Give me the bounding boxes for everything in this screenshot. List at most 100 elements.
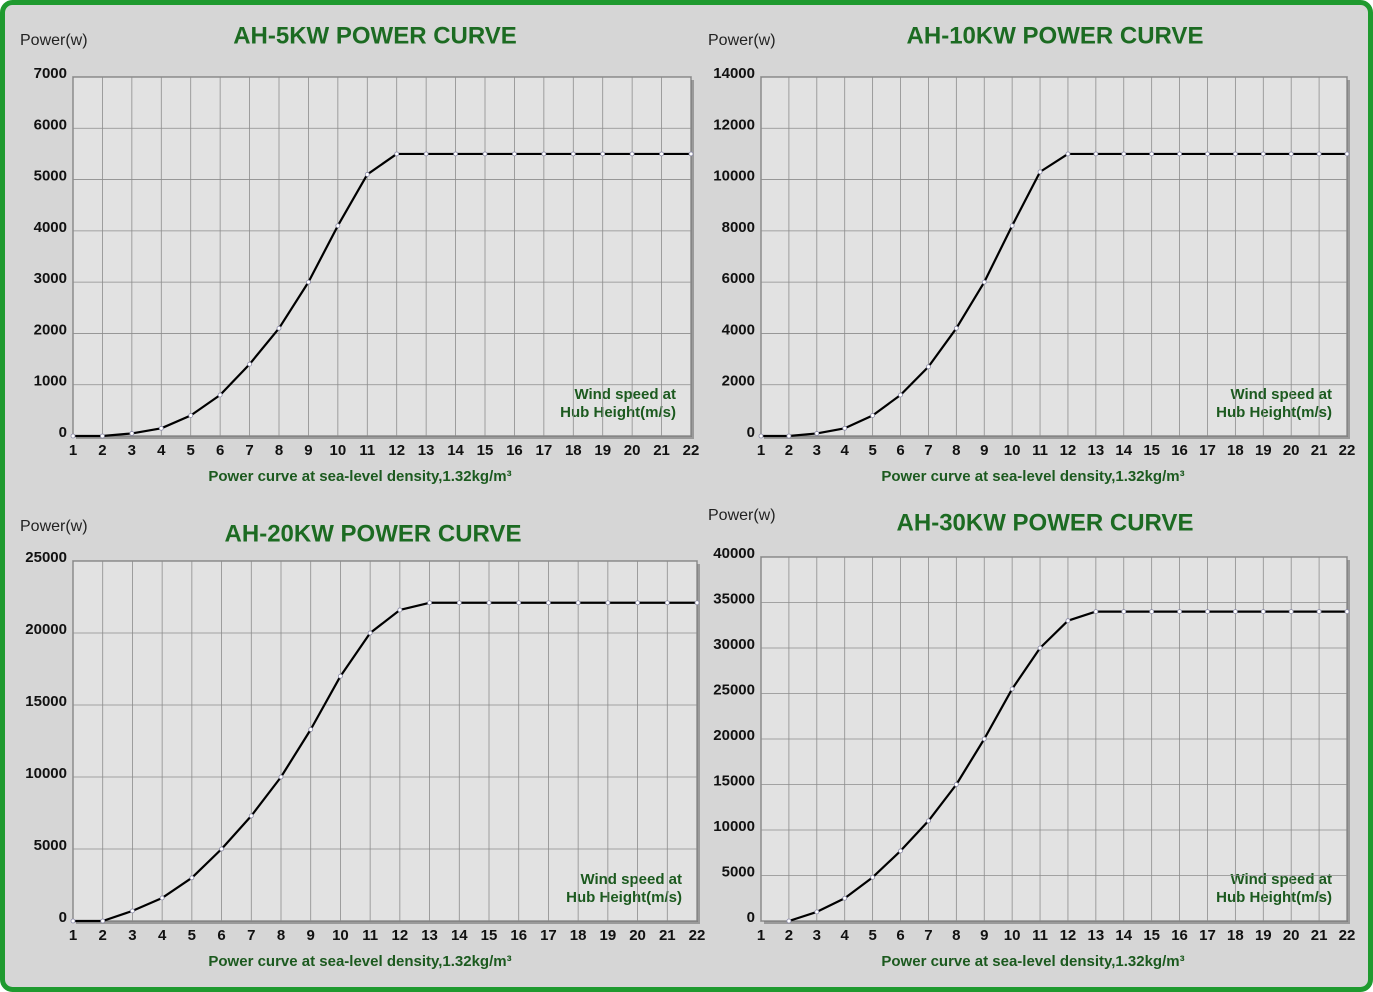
y-tick-label: 12000: [713, 116, 755, 133]
x-tick-label: 15: [481, 927, 498, 944]
plot-area: [760, 76, 1348, 437]
x-tick-label: 20: [1283, 927, 1300, 944]
y-tick-label: 6000: [34, 116, 67, 133]
data-point: [1232, 151, 1238, 157]
data-point: [1260, 609, 1266, 614]
x-tick-label: 3: [813, 442, 821, 459]
x-tick-label: 8: [952, 442, 960, 459]
data-point: [364, 172, 370, 177]
x-tick-label: 5: [187, 442, 195, 459]
data-point: [482, 151, 488, 157]
x-tick-label: 21: [1311, 927, 1328, 944]
x-tick-label: 22: [1339, 927, 1356, 944]
x-tick-label: 16: [1171, 927, 1188, 944]
x-tick-label: 3: [813, 927, 821, 944]
x-tick-label: 20: [629, 927, 646, 944]
y-tick-label: 8000: [722, 219, 755, 236]
x-tick-label: 13: [1088, 927, 1105, 944]
data-point: [688, 151, 694, 157]
x-tick-label: 15: [1143, 927, 1160, 944]
data-point: [308, 727, 314, 732]
data-point: [276, 325, 282, 331]
data-point: [1205, 151, 1210, 157]
x-tick-label: 2: [785, 442, 793, 459]
x-tick-label: 21: [659, 927, 676, 944]
y-tick-label: 10000: [25, 765, 67, 782]
data-point: [1260, 151, 1266, 157]
data-point: [898, 392, 903, 398]
data-point: [870, 874, 876, 880]
data-point: [664, 600, 670, 606]
data-point: [1065, 151, 1071, 157]
data-point: [1149, 151, 1155, 157]
x-tick-label: 1: [69, 927, 77, 944]
y-tick-label: 5000: [722, 863, 755, 880]
x-tick-label: 13: [1088, 442, 1105, 459]
x-tick-label: 9: [304, 442, 312, 459]
data-point: [1037, 645, 1043, 651]
annotation: Wind speed at: [1230, 871, 1332, 888]
data-point: [512, 151, 517, 157]
x-tick-label: 6: [896, 927, 904, 944]
x-tick-label: 22: [683, 442, 700, 459]
x-tick-label: 14: [447, 442, 464, 459]
x-tick-label: 14: [451, 927, 468, 944]
x-tick-label: 15: [1143, 442, 1160, 459]
data-point: [814, 431, 820, 436]
x-tick-label: 12: [1060, 442, 1077, 459]
data-point: [397, 607, 403, 613]
annotation: Hub Height(m/s): [560, 404, 676, 421]
x-tick-label: 4: [841, 927, 850, 944]
data-point: [842, 895, 848, 901]
x-tick-label: 4: [158, 927, 167, 944]
chart-title: AH-10KW POWER CURVE: [907, 22, 1204, 49]
x-tick-label: 6: [216, 442, 224, 459]
x-tick-label: 17: [1199, 927, 1216, 944]
x-tick-label: 18: [570, 927, 587, 944]
data-point: [1093, 609, 1099, 614]
x-tick-label: 7: [247, 927, 255, 944]
y-tick-label: 6000: [722, 270, 755, 287]
y-tick-label: 30000: [713, 636, 755, 653]
y-tick-label: 20000: [25, 621, 67, 638]
data-point: [953, 782, 959, 787]
x-tick-label: 9: [307, 927, 315, 944]
x-tick-label: 4: [841, 442, 850, 459]
annotation: Wind speed at: [580, 871, 682, 888]
data-point: [786, 433, 792, 439]
x-tick-label: 5: [868, 927, 876, 944]
data-point: [1009, 686, 1015, 692]
data-point: [926, 364, 931, 370]
x-tick-label: 11: [1032, 442, 1048, 459]
data-point: [338, 673, 343, 679]
y-tick-label: 0: [747, 424, 755, 441]
plot-area: [72, 76, 692, 437]
y-tick-label: 0: [59, 909, 67, 926]
y-tick-label: 0: [59, 424, 67, 441]
y-tick-label: 2000: [722, 373, 755, 390]
x-tick-label: 21: [1311, 442, 1328, 459]
x-tick-label: 11: [1032, 927, 1048, 944]
y-tick-label: 25000: [713, 681, 755, 698]
data-point: [306, 279, 311, 285]
data-point: [1288, 151, 1294, 157]
x-tick-label: 1: [69, 442, 77, 459]
x-tick-label: 17: [540, 927, 557, 944]
data-point: [605, 600, 611, 606]
data-point: [219, 846, 224, 852]
annotation: Hub Height(m/s): [566, 889, 682, 906]
data-point: [546, 600, 551, 606]
x-tick-label: 10: [1004, 927, 1021, 944]
x-tick-label: 3: [128, 442, 136, 459]
y-tick-label: 25000: [25, 549, 67, 566]
x-tick-label: 21: [653, 442, 670, 459]
data-point: [694, 600, 700, 606]
x-axis-label: Power curve at sea-level density,1.32kg/…: [881, 953, 1184, 970]
y-tick-label: 15000: [25, 693, 67, 710]
data-point: [423, 151, 429, 157]
x-tick-label: 13: [421, 927, 438, 944]
x-axis-label: Power curve at sea-level density,1.32kg/…: [881, 468, 1184, 485]
data-point: [486, 600, 492, 606]
x-tick-label: 2: [98, 442, 106, 459]
data-point: [814, 909, 820, 915]
